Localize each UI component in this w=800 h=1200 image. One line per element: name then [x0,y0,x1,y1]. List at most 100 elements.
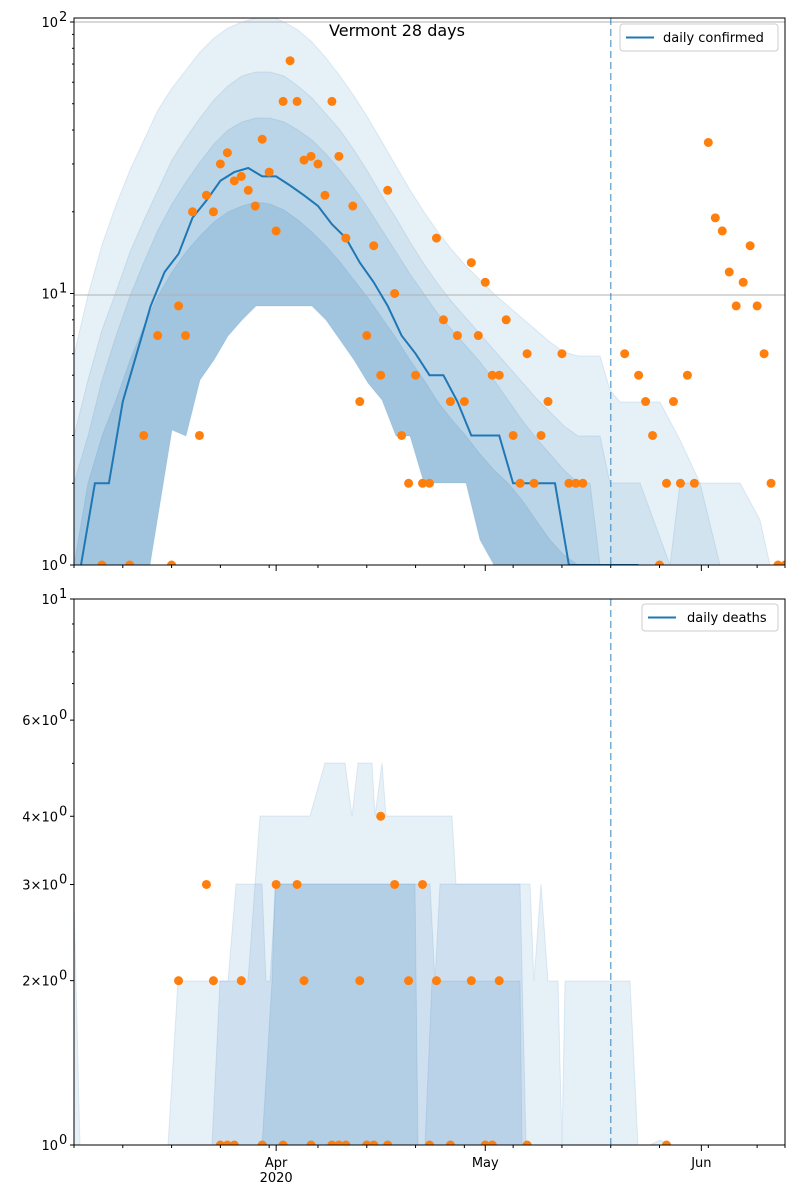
confirmed-point [425,478,434,488]
deaths-point [327,1140,337,1145]
confirmed-point [334,151,344,161]
confirmed-point [174,301,184,311]
confirmed-point [376,370,386,380]
chart-title: Vermont 28 days [329,21,465,40]
confirmed-point [689,478,699,488]
confirmed-point [703,137,713,147]
confirmed-point [201,190,211,200]
deaths-point [431,976,441,986]
confirmed-point [515,478,525,488]
deaths-point [487,1140,497,1145]
confirmed-point [431,233,441,243]
deaths-y-tick-label: 10 [41,593,58,608]
confirmed-observed-points [97,56,785,565]
confirmed-point [766,478,776,488]
confirmed-point [153,331,163,341]
confirmed-point [285,56,295,66]
deaths-point [390,879,400,889]
deaths-point [404,976,414,986]
deaths-point [306,1140,316,1145]
confirmed-point [466,258,476,268]
deaths-point [466,976,476,986]
deaths-axes-frame [73,598,786,1146]
confirmed-point [536,430,546,440]
confirmed-point [250,201,260,211]
deaths-point [257,1140,267,1145]
deaths-point [355,976,365,986]
confirmed-point [208,207,218,217]
confirmed-y-tick-label: 10 [41,288,58,303]
confirmed-point [529,478,539,488]
confirmed-point [655,560,665,565]
deaths-x-tick-label: May [472,1156,499,1171]
deaths-point [278,1140,288,1145]
confirmed-point [522,349,532,359]
deaths-y-tick-exponent: 0 [59,969,67,984]
deaths-point [236,976,246,986]
deaths-point [369,1140,379,1145]
confirmed-point [564,478,574,488]
confirmed-point [355,397,365,407]
confirmed-point [257,134,267,144]
confirmed-point [194,430,204,440]
confirmed-point [97,560,107,565]
confirmed-point [773,560,783,565]
confirmed-point [369,241,379,251]
confirmed-point [578,478,588,488]
deaths-y-tick-exponent: 0 [59,708,67,723]
deaths-y-tick-label: 2×10 [22,975,58,990]
deaths-band-inner-2 [424,980,523,1145]
confirmed-point [383,185,393,195]
confirmed-point [404,478,414,488]
confirmed-point [229,176,239,186]
confirmed-point [641,397,651,407]
deaths-point [229,1140,239,1145]
confirmed-point [215,159,225,169]
deaths-y-tick-exponent: 0 [59,872,67,887]
confirmed-point [780,560,785,565]
deaths-point [271,879,281,889]
confirmed-point [480,277,490,287]
confirmed-point [167,560,177,565]
deaths-point [445,1140,455,1145]
confirmed-point [682,370,692,380]
deaths-y-tick-exponent: 1 [59,587,67,602]
confirmed-point [292,96,302,106]
confirmed-point [571,478,581,488]
confirmed-point [188,207,197,217]
deaths-point [222,1140,232,1145]
confirmed-x-axis [73,565,786,571]
confirmed-point [738,277,748,287]
confirmed-point [759,349,769,359]
deaths-point [418,879,428,889]
confirmed-point [243,185,253,195]
confirmed-y-tick-exponent: 2 [59,10,67,25]
confirmed-point [473,331,483,341]
confirmed-point [459,397,469,407]
confirmed-point [662,478,671,488]
confirmed-legend[interactable]: daily confirmed [619,23,779,52]
confirmed-point [648,430,658,440]
confirmed-y-tick-exponent: 1 [59,282,67,297]
deaths-band-mid [211,883,527,1145]
deaths-observed-points [174,811,671,1145]
confirmed-point [341,233,351,243]
confirmed-y-tick-exponent: 0 [59,553,67,568]
confirmed-point [278,96,288,106]
confirmed-point [327,96,337,106]
deaths-y-tick-label: 3×10 [22,878,58,893]
confirmed-legend-box [619,23,779,52]
confirmed-y-tick-label: 10 [41,16,58,31]
confirmed-point [445,397,455,407]
deaths-point [299,976,309,986]
confirmed-point [745,241,755,251]
confirmed-point [236,171,246,181]
deaths-legend[interactable]: daily deaths [641,603,779,632]
confirmed-point [557,349,567,359]
confirmed-point [299,155,309,165]
deaths-legend-box [641,603,779,632]
confirmed-point [501,315,511,325]
